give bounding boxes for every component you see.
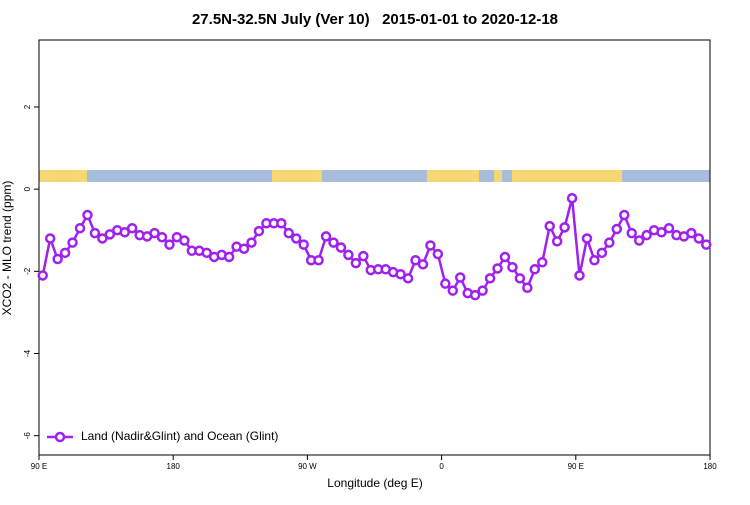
x-tick-label: 90 E	[31, 462, 47, 471]
data-point	[283, 227, 295, 239]
data-point	[290, 233, 302, 244]
x-tick-label: 180	[703, 462, 717, 471]
data-point	[104, 229, 116, 240]
y-tick-label: 2	[23, 104, 32, 109]
data-point	[298, 239, 309, 250]
data-point	[604, 237, 615, 248]
data-point	[328, 237, 339, 248]
data-point	[529, 264, 541, 275]
data-point	[149, 227, 160, 239]
data-point	[320, 231, 332, 242]
data-point	[581, 233, 593, 244]
data-point	[454, 272, 466, 283]
data-point	[276, 218, 287, 229]
data-point	[59, 247, 71, 259]
data-point	[52, 253, 63, 265]
y-axis-label: XCO2 - MLO trend (ppm)	[0, 181, 14, 316]
data-point	[537, 257, 548, 268]
data-point	[119, 227, 130, 238]
data-point	[626, 227, 637, 239]
data-point	[74, 222, 86, 234]
x-axis-label: Longitude (deg E)	[327, 476, 422, 490]
x-tick-label: 0	[439, 462, 444, 471]
data-point	[179, 235, 190, 246]
land-band	[494, 170, 502, 182]
data-point	[253, 225, 265, 237]
land-band	[512, 170, 622, 182]
y-tick-label: -4	[23, 349, 32, 357]
data-point	[156, 231, 168, 243]
data-point	[589, 254, 600, 266]
data-point	[425, 240, 436, 251]
data-point	[335, 242, 347, 253]
land-band	[427, 170, 479, 182]
data-point	[447, 285, 459, 296]
data-point	[611, 223, 623, 235]
data-point	[656, 227, 667, 238]
x-tick-label: 90 E	[568, 462, 584, 471]
land-ocean-strip	[39, 170, 710, 182]
data-point	[417, 259, 429, 270]
data-point	[37, 270, 48, 281]
data-point	[82, 209, 93, 221]
data-point	[402, 273, 414, 284]
land-band	[272, 170, 322, 182]
land-band	[39, 170, 87, 182]
data-point	[633, 235, 645, 246]
data-point	[499, 251, 511, 263]
data-point	[551, 236, 563, 247]
data-point	[238, 243, 250, 254]
y-tick-label: 0	[23, 186, 32, 191]
data-point	[223, 251, 235, 263]
data-point	[492, 263, 503, 274]
data-point	[410, 254, 421, 266]
data-point	[641, 229, 652, 241]
data-point	[514, 273, 526, 284]
data-point	[701, 239, 712, 250]
data-point	[574, 270, 585, 281]
data-point	[522, 282, 533, 294]
data-point	[44, 233, 56, 244]
data-point	[246, 237, 257, 248]
legend-label: Land (Nadir&Glint) and Ocean (Glint)	[81, 429, 278, 443]
data-point	[97, 233, 108, 244]
data-point	[201, 247, 212, 259]
data-point	[432, 248, 444, 260]
data-point	[126, 222, 138, 234]
data-point	[395, 268, 406, 280]
data-point	[686, 227, 697, 239]
data-point	[544, 220, 555, 232]
data-point	[343, 249, 354, 261]
data-point	[313, 254, 324, 266]
data-point	[440, 278, 451, 289]
data-point	[477, 285, 488, 296]
data-point	[619, 209, 630, 221]
data-point	[663, 222, 675, 234]
data-point	[89, 227, 101, 239]
chart-title: 27.5N-32.5N July (Ver 10) 2015-01-01 to …	[192, 11, 558, 28]
data-point	[566, 192, 578, 204]
y-tick-label: -6	[23, 432, 32, 440]
data-point	[358, 250, 369, 262]
data-point	[559, 222, 570, 233]
data-point	[350, 257, 362, 269]
x-tick-label: 90 W	[298, 462, 317, 471]
data-point	[469, 289, 481, 301]
data-point	[164, 239, 175, 250]
data-point	[507, 261, 518, 273]
x-tick-label: 180	[167, 462, 181, 471]
data-point	[484, 273, 496, 284]
y-tick-label: -2	[23, 267, 32, 275]
legend-marker	[54, 431, 66, 443]
data-point	[67, 237, 78, 248]
data-point	[596, 247, 608, 259]
data-point	[693, 233, 705, 244]
